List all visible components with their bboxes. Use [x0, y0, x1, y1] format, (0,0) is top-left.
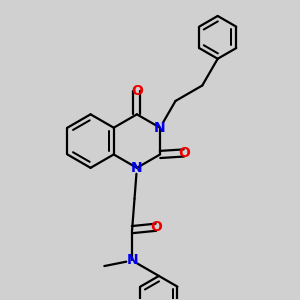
Text: O: O: [150, 220, 162, 234]
Text: O: O: [131, 84, 143, 98]
Text: O: O: [178, 146, 190, 160]
Text: N: N: [126, 254, 138, 268]
Text: N: N: [131, 161, 143, 175]
Text: N: N: [154, 121, 166, 135]
